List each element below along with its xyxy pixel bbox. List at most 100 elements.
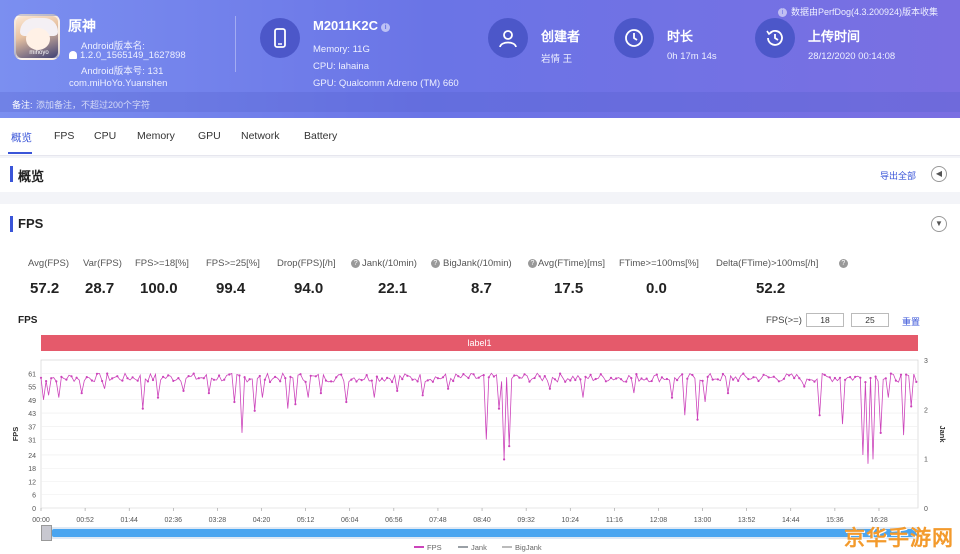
fps-point <box>564 380 567 383</box>
export-all-button[interactable]: 导出全部 <box>879 171 916 181</box>
y-tick-label: 61 <box>28 371 36 378</box>
metric-label: BigJank(/10min) <box>443 258 512 269</box>
fps-point <box>426 379 429 382</box>
fps-point <box>314 375 317 378</box>
reset-button[interactable]: 重置 <box>902 317 921 327</box>
zoom-slider-range[interactable] <box>52 529 918 537</box>
metric-value: 57.2 <box>30 280 60 297</box>
metric-label: FPS>=18[%] <box>135 258 189 269</box>
tab-overview[interactable]: 概览 <box>11 132 32 144</box>
metric-label: FTime>=100ms[%] <box>619 258 699 269</box>
fps-point <box>793 377 796 380</box>
note-bar <box>0 92 960 112</box>
x-tick-label: 07:48 <box>429 517 447 524</box>
fps-point <box>45 380 48 383</box>
fps-point <box>553 378 557 381</box>
fps-point <box>818 414 821 417</box>
tab-network[interactable]: Network <box>241 130 280 142</box>
fps-point <box>75 376 78 379</box>
collapse-down-icon[interactable]: ▼ <box>931 216 947 232</box>
creator-title: 创建者 <box>541 29 581 44</box>
overview-panel <box>0 158 960 192</box>
tab-fps[interactable]: FPS <box>54 130 75 142</box>
tab-cpu[interactable]: CPU <box>94 130 117 142</box>
y2-tick-label: 3 <box>924 358 928 365</box>
tab-memory[interactable]: Memory <box>137 130 175 142</box>
fps-point <box>284 377 287 380</box>
fps-point <box>151 378 155 382</box>
fps-point <box>742 372 745 375</box>
fps-point <box>80 392 83 395</box>
fps-point <box>65 378 68 381</box>
legend-fps[interactable]: FPS <box>414 543 442 552</box>
fps-point <box>589 373 592 376</box>
label-bar[interactable]: label1 <box>41 335 918 351</box>
fps-point <box>274 375 277 378</box>
fps-point <box>182 389 185 392</box>
fps-point <box>462 373 465 376</box>
legend-bigjank[interactable]: BigJank <box>502 543 542 552</box>
device-gpu: GPU: Qualcomm Adreno (TM) 660 <box>313 78 459 89</box>
fps-point <box>380 377 384 380</box>
fps-point <box>798 377 801 380</box>
fps-point <box>716 378 719 381</box>
zoom-slider-handle[interactable] <box>41 525 52 541</box>
fps-point <box>782 377 786 380</box>
fps-point <box>650 379 653 383</box>
fps-point <box>889 372 893 375</box>
fps-point <box>874 375 877 378</box>
fps-point <box>737 379 740 382</box>
fps-point <box>233 400 236 404</box>
help-icon[interactable]: ? <box>430 259 440 268</box>
fps-point <box>569 379 572 382</box>
fps-point <box>533 376 536 380</box>
note-input[interactable]: 添加备注，不超过200个字符 <box>36 100 151 110</box>
tab-gpu[interactable]: GPU <box>198 130 221 142</box>
fps-point <box>243 376 246 379</box>
fps-threshold-2-input[interactable]: 25 <box>851 313 889 327</box>
help-icon[interactable]: ? <box>351 259 361 268</box>
fps-threshold-1-input[interactable]: 18 <box>806 313 844 327</box>
y-tick-label: 0 <box>32 506 36 513</box>
app-icon-brand: mihoyo <box>29 50 49 56</box>
report-header: mihoyo 原神 Android版本名: 1.2.0_1565149_1627… <box>0 0 960 118</box>
fps-point <box>492 375 495 378</box>
fps-point <box>884 377 887 380</box>
fps-point <box>101 379 104 383</box>
fps-point <box>60 375 63 378</box>
fps-point <box>854 375 857 378</box>
fps-point <box>803 385 806 388</box>
fps-point <box>686 377 689 380</box>
fps-point <box>197 377 200 380</box>
help-icon[interactable]: ? <box>838 259 848 268</box>
metric-value: 17.5 <box>554 280 584 297</box>
help-icon[interactable]: ? <box>528 259 537 268</box>
fps-point <box>207 392 210 395</box>
fps-point <box>406 374 409 377</box>
tab-battery[interactable]: Battery <box>304 130 338 142</box>
legend-jank[interactable]: Jank <box>458 543 487 552</box>
fps-point <box>289 375 292 378</box>
info-icon[interactable]: i <box>381 23 391 32</box>
fps-point <box>85 376 88 379</box>
fps-point <box>676 379 679 382</box>
y-tick-label: 6 <box>32 493 36 500</box>
fps-point <box>762 373 765 376</box>
fps-point <box>192 372 195 375</box>
y-tick-label: 37 <box>28 424 36 431</box>
fps-point <box>457 375 460 378</box>
fps-point <box>701 379 704 382</box>
fps-point <box>146 380 149 383</box>
fps-point <box>263 378 266 381</box>
fps-point <box>584 375 587 378</box>
info-icon: i <box>777 8 787 17</box>
fps-point <box>772 375 775 378</box>
collapse-left-icon[interactable]: ◀ <box>931 166 947 182</box>
fps-point <box>670 396 674 399</box>
fps-point <box>838 376 842 379</box>
fps-point <box>319 392 322 395</box>
fps-point <box>579 378 582 381</box>
x-tick-label: 09:32 <box>517 517 535 524</box>
metric-label: Delta(FTime)>100ms[/h] <box>716 258 819 269</box>
